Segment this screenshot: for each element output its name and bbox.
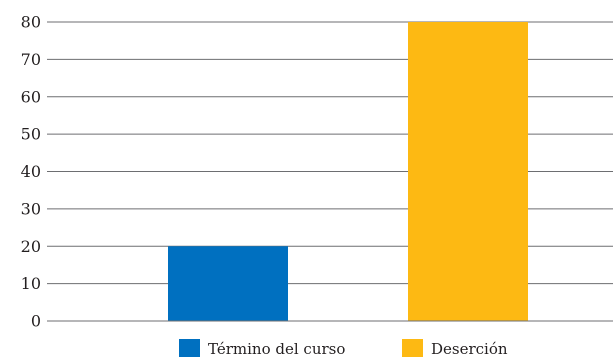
y-tick-label-80: 80 xyxy=(21,13,41,32)
bar-desercion xyxy=(408,22,528,321)
legend: Término del curso Deserción xyxy=(179,339,508,357)
y-axis-tick-labels: 0 10 20 30 40 50 60 70 80 xyxy=(21,13,41,331)
legend-label-desercion: Deserción xyxy=(431,340,508,357)
y-tick-label-20: 20 xyxy=(21,237,41,256)
gridlines xyxy=(47,21,613,285)
legend-swatch-termino-del-curso xyxy=(179,339,200,357)
legend-label-termino-del-curso: Término del curso xyxy=(208,340,345,357)
y-tick-label-50: 50 xyxy=(21,125,41,144)
y-tick-label-0: 0 xyxy=(31,312,41,331)
y-tick-label-10: 10 xyxy=(21,274,41,293)
bars xyxy=(168,22,528,321)
y-tick-label-40: 40 xyxy=(21,162,41,181)
y-tick-label-70: 70 xyxy=(21,50,41,69)
y-tick-label-30: 30 xyxy=(21,199,41,218)
bar-termino-del-curso xyxy=(168,246,288,321)
y-tick-label-60: 60 xyxy=(21,87,41,106)
legend-swatch-desercion xyxy=(402,339,423,357)
